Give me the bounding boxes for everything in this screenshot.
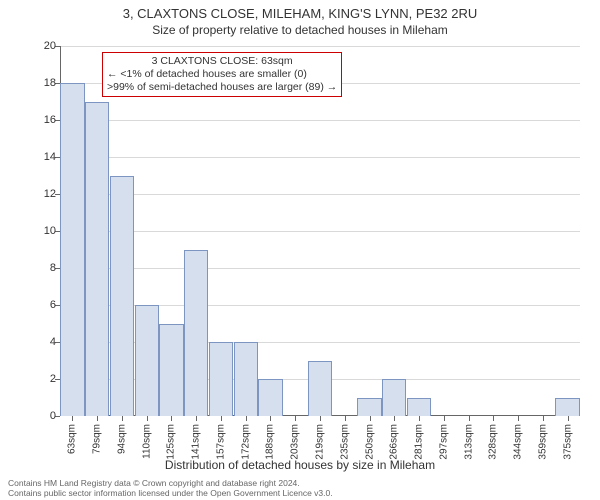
x-tick-mark (320, 416, 321, 421)
bar (85, 102, 109, 417)
chart-subtitle: Size of property relative to detached ho… (0, 21, 600, 37)
license-text: Contains HM Land Registry data © Crown c… (8, 478, 333, 498)
bar (159, 324, 183, 417)
bar (234, 342, 258, 416)
x-tick-label: 157sqm (215, 424, 226, 460)
x-tick-mark (221, 416, 222, 421)
x-tick-label: 359sqm (537, 424, 548, 460)
x-tick-label: 63sqm (67, 424, 78, 454)
bar (382, 379, 406, 416)
y-tick-label: 8 (32, 262, 56, 274)
x-tick-label: 79sqm (92, 424, 103, 454)
grid-line (60, 194, 580, 195)
x-tick-label: 94sqm (116, 424, 127, 454)
annotation-line-3: >99% of semi-detached houses are larger … (107, 81, 337, 94)
bar (60, 83, 84, 416)
x-tick-label: 266sqm (389, 424, 400, 460)
y-tick-label: 6 (32, 299, 56, 311)
plot-area (60, 46, 580, 416)
bar (110, 176, 134, 417)
x-tick-mark (493, 416, 494, 421)
x-tick-mark (419, 416, 420, 421)
x-tick-label: 110sqm (141, 424, 152, 459)
license-line-2: Contains public sector information licen… (8, 488, 333, 498)
x-axis-ticks: 63sqm 79sqm 94sqm 110sqm 125sqm 141sqm 157sqm 1… (60, 416, 580, 460)
x-tick-label: 141sqm (191, 424, 202, 460)
grid-line (60, 268, 580, 269)
annotation-line-2: ← <1% of detached houses are smaller (0) (107, 68, 337, 81)
bar (555, 398, 579, 417)
y-tick-label: 10 (32, 225, 56, 237)
x-tick-mark (147, 416, 148, 421)
y-tick-label: 12 (32, 188, 56, 200)
bar (258, 379, 282, 416)
annotation-line-1: 3 CLAXTONS CLOSE: 63sqm (107, 55, 337, 68)
x-tick-mark (97, 416, 98, 421)
x-tick-label: 188sqm (265, 424, 276, 460)
grid-line (60, 120, 580, 121)
x-tick-label: 125sqm (166, 424, 177, 460)
x-tick-mark (444, 416, 445, 421)
x-tick-label: 375sqm (562, 424, 573, 460)
y-tick-label: 0 (32, 410, 56, 422)
x-tick-label: 344sqm (513, 424, 524, 460)
x-tick-label: 235sqm (339, 424, 350, 460)
bar (407, 398, 431, 417)
bar (308, 361, 332, 417)
bar (184, 250, 208, 417)
x-tick-mark (469, 416, 470, 421)
x-tick-label: 281sqm (414, 424, 425, 460)
grid-line (60, 157, 580, 158)
x-tick-mark (543, 416, 544, 421)
x-tick-mark (171, 416, 172, 421)
bar (357, 398, 381, 417)
y-tick-label: 20 (32, 40, 56, 52)
x-tick-label: 203sqm (290, 424, 301, 460)
x-tick-label: 172sqm (240, 424, 251, 460)
x-tick-mark (270, 416, 271, 421)
y-tick-label: 18 (32, 77, 56, 89)
y-tick-label: 14 (32, 151, 56, 163)
x-tick-mark (568, 416, 569, 421)
y-tick-label: 16 (32, 114, 56, 126)
x-tick-label: 219sqm (315, 424, 326, 460)
x-tick-label: 297sqm (438, 424, 449, 460)
x-tick-mark (122, 416, 123, 421)
x-tick-mark (345, 416, 346, 421)
x-tick-mark (394, 416, 395, 421)
x-tick-mark (246, 416, 247, 421)
x-tick-mark (72, 416, 73, 421)
x-tick-mark (518, 416, 519, 421)
chart-container: 3, CLAXTONS CLOSE, MILEHAM, KING'S LYNN,… (0, 0, 600, 500)
grid-line (60, 46, 580, 47)
x-tick-label: 250sqm (364, 424, 375, 460)
bar (209, 342, 233, 416)
x-tick-mark (196, 416, 197, 421)
y-tick-label: 4 (32, 336, 56, 348)
y-axis-ticks: 02468101214161820 (30, 46, 60, 416)
annotation-box: 3 CLAXTONS CLOSE: 63sqm ← <1% of detache… (102, 52, 342, 97)
bar (135, 305, 159, 416)
grid-line (60, 231, 580, 232)
x-tick-mark (295, 416, 296, 421)
chart-title: 3, CLAXTONS CLOSE, MILEHAM, KING'S LYNN,… (0, 0, 600, 21)
x-tick-label: 313sqm (463, 424, 474, 460)
x-tick-label: 328sqm (488, 424, 499, 460)
x-axis-label: Distribution of detached houses by size … (0, 458, 600, 472)
x-tick-mark (370, 416, 371, 421)
license-line-1: Contains HM Land Registry data © Crown c… (8, 478, 333, 488)
y-tick-label: 2 (32, 373, 56, 385)
